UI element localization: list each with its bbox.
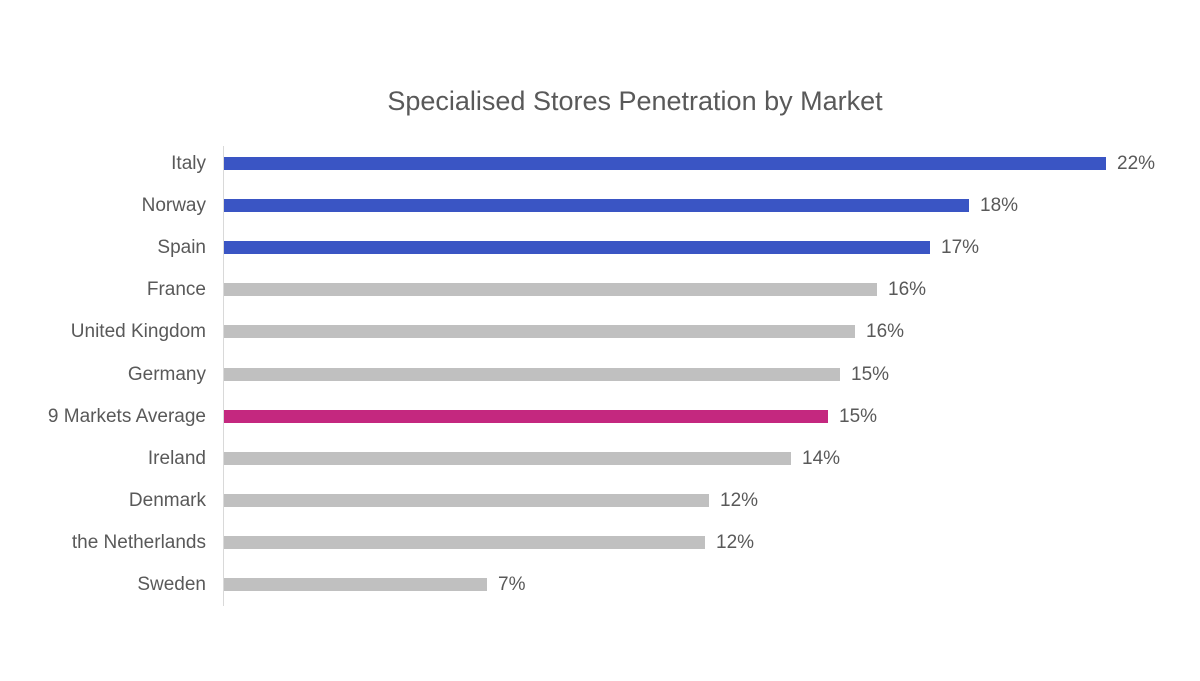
bar-row: Italy 22% [0, 153, 1200, 174]
chart-title: Specialised Stores Penetration by Market [387, 86, 883, 116]
category-label: 9 Markets Average [47, 405, 206, 427]
category-label: Germany [127, 363, 206, 385]
value-label: 16% [888, 279, 927, 301]
category-label: Norway [141, 195, 206, 217]
value-label: 16% [866, 321, 905, 343]
y-axis-line [223, 146, 224, 606]
value-label: 15% [839, 405, 878, 427]
category-label: Sweden [137, 574, 206, 595]
bar-row: Ireland 14% [0, 448, 1200, 469]
value-label: 22% [1117, 153, 1156, 174]
bar-row: the Netherlands 12% [0, 532, 1200, 553]
bar-row: Germany 15% [0, 364, 1200, 385]
bar-row: France 16% [0, 279, 1200, 300]
category-label: the Netherlands [71, 531, 206, 553]
value-label: 17% [941, 237, 980, 259]
bar [224, 325, 855, 339]
bar [224, 367, 840, 381]
bar [224, 578, 487, 591]
category-label: Italy [171, 153, 206, 174]
bar [224, 283, 877, 297]
bar [224, 409, 828, 423]
value-label: 12% [720, 489, 759, 511]
value-label: 12% [716, 531, 755, 553]
bar [224, 157, 1106, 170]
bar-row: Denmark 12% [0, 490, 1200, 511]
bar [224, 535, 705, 549]
value-label: 18% [980, 195, 1019, 217]
bar [224, 199, 969, 213]
category-label: United Kingdom [70, 321, 206, 343]
bar-row: United Kingdom 16% [0, 321, 1200, 342]
category-label: Denmark [128, 489, 206, 511]
category-label: Ireland [147, 447, 206, 469]
bar [224, 451, 791, 465]
value-label: 15% [851, 363, 890, 385]
category-label: France [146, 279, 206, 301]
bar [224, 241, 930, 255]
bar-row: Norway 18% [0, 195, 1200, 216]
bar-row: 9 Markets Average 15% [0, 406, 1200, 427]
bar-row: Sweden 7% [0, 574, 1200, 595]
bar-row: Spain 17% [0, 237, 1200, 258]
category-label: Spain [157, 237, 206, 259]
bar [224, 493, 709, 507]
value-label: 7% [498, 574, 526, 595]
value-label: 14% [802, 447, 841, 469]
